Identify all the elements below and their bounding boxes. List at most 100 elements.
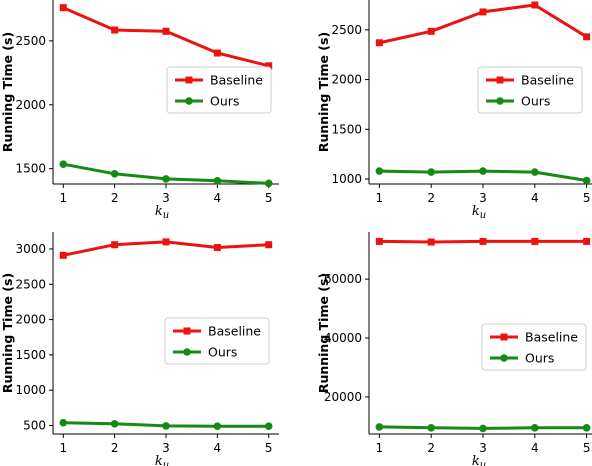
data-point-baseline xyxy=(375,237,383,245)
x-tick-label: 4 xyxy=(531,191,539,205)
y-tick-label: 1500 xyxy=(15,348,46,362)
x-tick-label: 1 xyxy=(59,191,67,205)
x-tick-label: 4 xyxy=(214,441,222,455)
data-point-ours xyxy=(582,424,591,432)
y-tick-label: 500 xyxy=(23,419,46,433)
x-axis-label-subscript: u xyxy=(480,460,486,466)
chart-panel-bottom-left: 500 1000 1500 2000 2500 3000 1 2 3 4 5 ku Running Ti… xyxy=(0,232,279,466)
y-tick-label: 1000 xyxy=(15,383,46,397)
data-point-ours xyxy=(110,419,119,428)
x-axis-label-subscript: u xyxy=(163,460,169,466)
data-point-baseline xyxy=(162,27,170,35)
x-axis-label: ku xyxy=(472,454,486,466)
legend-marker-ours xyxy=(496,97,504,105)
x-tick-label: 3 xyxy=(479,191,487,205)
data-point-baseline xyxy=(59,4,67,12)
x-tick-label: 2 xyxy=(427,191,435,205)
x-tick-label: 2 xyxy=(111,191,119,205)
data-point-ours xyxy=(375,167,384,175)
legend-marker-baseline xyxy=(500,333,508,341)
y-tick-label: 2000 xyxy=(331,73,362,87)
legend-label-baseline: Baseline xyxy=(521,73,574,88)
data-point-baseline xyxy=(111,26,119,34)
x-tick-label: 1 xyxy=(59,441,67,455)
legend-label-baseline: Baseline xyxy=(210,73,263,88)
data-point-ours xyxy=(59,160,68,168)
series-line-baseline xyxy=(62,6,270,68)
legend-label-ours: Ours xyxy=(525,351,554,366)
legend-marker-baseline xyxy=(183,327,191,335)
legend-label-baseline: Baseline xyxy=(208,324,261,339)
y-axis-label: Running Time (s) xyxy=(0,273,15,393)
data-point-ours xyxy=(59,418,68,427)
x-tick-label: 1 xyxy=(376,191,384,205)
data-point-ours xyxy=(162,175,170,183)
data-point-ours xyxy=(162,422,170,430)
data-point-ours xyxy=(427,424,435,432)
data-point-ours xyxy=(110,169,119,178)
data-point-ours xyxy=(479,424,487,433)
y-tick-label: 1500 xyxy=(15,162,46,176)
x-tick-label: 4 xyxy=(214,191,222,205)
data-point-ours xyxy=(582,176,591,185)
data-point-ours xyxy=(531,168,539,176)
y-tick-label: 20000 xyxy=(324,390,362,404)
data-point-ours xyxy=(531,424,539,432)
data-point-baseline xyxy=(479,237,487,245)
y-tick-label: 60000 xyxy=(324,272,362,286)
x-tick-label: 5 xyxy=(583,191,591,205)
x-tick-label: 1 xyxy=(376,441,384,455)
y-axis-label: Running Time (s) xyxy=(316,273,331,393)
y-tick-label: 40000 xyxy=(324,331,362,345)
legend-marker-baseline xyxy=(185,76,193,84)
data-point-baseline xyxy=(479,8,487,16)
legend-marker-ours xyxy=(500,354,508,362)
y-tick-label: 1000 xyxy=(331,172,362,186)
x-tick-label: 5 xyxy=(265,191,273,205)
legend-label-ours: Ours xyxy=(210,94,239,109)
x-axis-label: ku xyxy=(472,204,486,221)
x-tick-label: 5 xyxy=(583,441,591,455)
data-point-ours xyxy=(375,423,384,431)
data-point-ours xyxy=(427,168,435,176)
legend-label-ours: Ours xyxy=(521,94,550,109)
x-tick-label: 2 xyxy=(427,441,435,455)
data-point-baseline xyxy=(531,1,539,9)
data-point-baseline xyxy=(111,241,119,249)
legend-marker-baseline xyxy=(496,76,504,84)
data-point-ours xyxy=(213,177,222,185)
x-tick-label: 3 xyxy=(162,191,170,205)
y-tick-label: 3000 xyxy=(15,242,46,256)
x-tick-label: 5 xyxy=(265,441,273,455)
data-point-baseline xyxy=(213,244,221,252)
y-tick-label: 2500 xyxy=(15,34,46,48)
data-point-baseline xyxy=(265,241,273,249)
y-tick-label: 2500 xyxy=(331,23,362,37)
data-point-ours xyxy=(264,179,273,188)
y-tick-label: 1500 xyxy=(331,122,362,136)
data-point-baseline xyxy=(583,33,591,41)
legend-label-baseline: Baseline xyxy=(525,330,578,345)
x-axis-label-subscript: u xyxy=(163,210,169,221)
data-point-baseline xyxy=(59,251,67,259)
chart-panel-bottom-right: 20000 40000 60000 1 2 3 4 5 ku Running Time (s) Ba… xyxy=(316,232,592,466)
y-axis-label: Running Time (s) xyxy=(0,32,15,152)
x-axis-label-subscript: u xyxy=(480,210,486,221)
legend-label-ours: Ours xyxy=(208,345,237,360)
data-point-baseline xyxy=(265,62,273,70)
data-point-baseline xyxy=(531,237,539,245)
chart-panel-top-right: 1000 1500 2000 2500 1 2 3 4 5 ku Running Time (s) B… xyxy=(316,0,592,221)
legend-marker-ours xyxy=(183,348,191,356)
data-point-baseline xyxy=(162,238,170,246)
x-axis-label: ku xyxy=(155,454,169,466)
data-point-ours xyxy=(213,422,222,431)
x-tick-label: 4 xyxy=(531,441,539,455)
x-tick-label: 3 xyxy=(479,441,487,455)
legend-marker-ours xyxy=(185,97,193,105)
data-point-ours xyxy=(264,422,273,431)
data-point-baseline xyxy=(427,238,435,246)
data-point-baseline xyxy=(583,237,591,245)
y-tick-label: 2000 xyxy=(15,313,46,327)
x-axis-label: ku xyxy=(155,204,169,221)
